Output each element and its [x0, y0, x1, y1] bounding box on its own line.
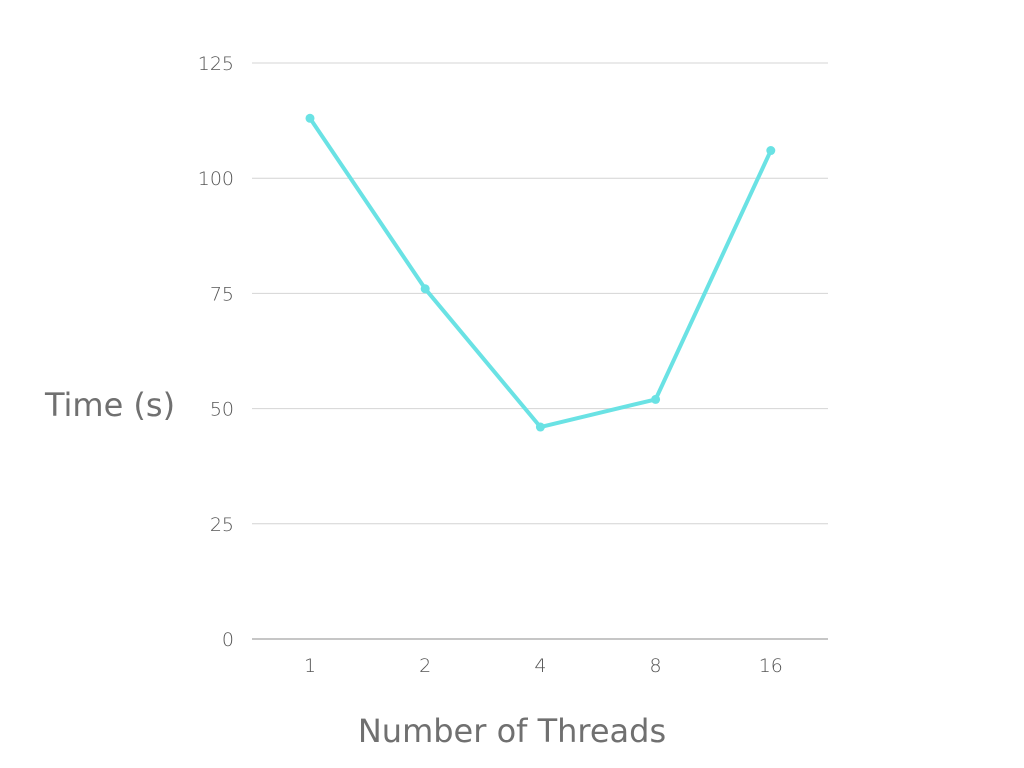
data-point	[766, 146, 776, 156]
x-tick-label: 4	[534, 655, 546, 677]
y-tick-label: 125	[198, 53, 234, 75]
grid-layer	[252, 62, 828, 640]
y-tick-label: 0	[222, 629, 234, 651]
data-point	[305, 113, 315, 123]
x-tick-label: 2	[419, 655, 431, 677]
x-tick-label: 16	[759, 655, 783, 677]
series-line	[308, 116, 773, 430]
y-axis-title: Time (s)	[44, 386, 175, 424]
series-layer	[305, 113, 776, 432]
y-tick-label: 50	[210, 399, 234, 421]
data-point	[651, 394, 661, 404]
data-point	[420, 284, 430, 294]
x-tick-label: 8	[650, 655, 662, 677]
x-axis-ticks: 1 2 4 8 16	[304, 655, 783, 677]
y-tick-label: 100	[198, 168, 234, 190]
data-point	[535, 422, 545, 432]
y-tick-label: 75	[210, 283, 234, 305]
y-tick-label: 25	[210, 514, 234, 536]
y-axis-ticks: 0 25 50 75 100 125	[198, 53, 234, 651]
x-tick-label: 1	[304, 655, 316, 677]
x-axis-title: Number of Threads	[358, 712, 666, 750]
